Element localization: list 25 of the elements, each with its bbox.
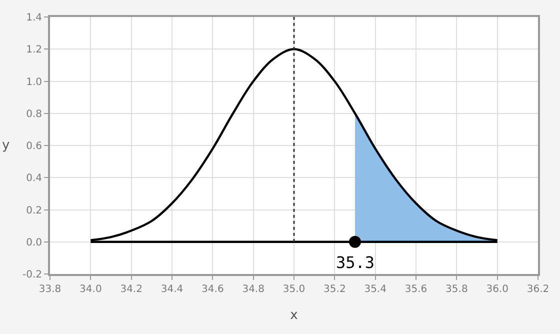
y-tick-label: 0.0 — [26, 237, 42, 248]
x-tick-label: 36.2 — [526, 284, 550, 295]
y-tick-label: 1.2 — [26, 44, 42, 56]
x-axis-title: x — [290, 308, 298, 324]
y-tick-label: 1.4 — [26, 12, 42, 24]
x-tick-label: 34.0 — [80, 284, 102, 295]
y-axis-title: y — [2, 138, 10, 153]
x-tick-label: 35.8 — [446, 284, 468, 295]
y-tick-label: 0.2 — [26, 205, 42, 216]
x-tick-label: 34.4 — [160, 284, 184, 295]
y-tick-label: 0.4 — [26, 173, 42, 184]
y-tick-label: 1.0 — [26, 76, 42, 88]
annotation: 35.3 — [336, 253, 375, 272]
x-tick-label: 35.4 — [364, 284, 386, 295]
x-tick-label: 34.8 — [242, 284, 264, 295]
y-tick-label: 0.8 — [26, 108, 42, 120]
x-tick-label: 36.0 — [486, 284, 508, 295]
y-tick-label: 0.6 — [26, 141, 42, 152]
x-tick-label: 34.2 — [120, 284, 142, 295]
x-tick-label: 35.2 — [324, 284, 346, 295]
y-tick-label: -0.2 — [22, 270, 42, 280]
x-tick-label: 35.0 — [282, 284, 306, 295]
x-tick-label: 33.8 — [38, 284, 62, 295]
x-tick-label: 34.6 — [202, 284, 224, 295]
x-tick-label: 35.6 — [404, 284, 428, 295]
